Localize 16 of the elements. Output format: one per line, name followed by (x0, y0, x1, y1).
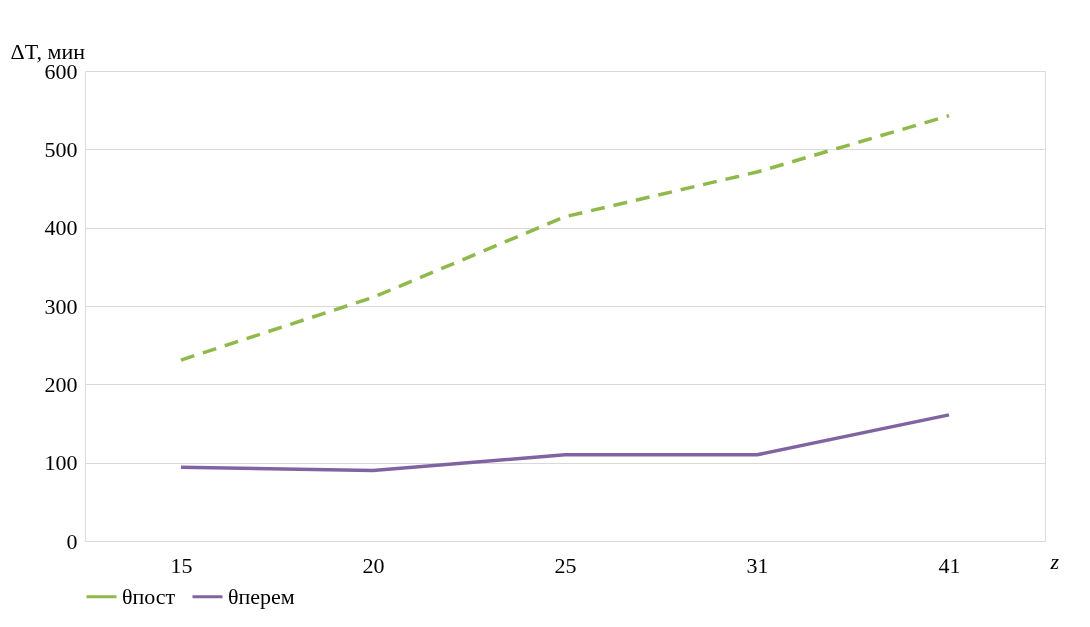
y-tick-label: 0 (66, 528, 78, 554)
y-tick-label: 100 (44, 450, 78, 476)
legend-label: θперем (228, 583, 295, 609)
legend-label: θпост (122, 583, 176, 609)
x-axis-title: z (1049, 548, 1060, 574)
x-tick-label: 20 (362, 552, 385, 578)
y-tick-label: 200 (44, 371, 78, 397)
line-series (179, 413, 951, 473)
x-tick-label: 41 (938, 552, 961, 578)
y-tick-label: 300 (44, 293, 78, 319)
line-series (179, 113, 951, 362)
x-tick-label: 25 (554, 552, 577, 578)
y-tick-label: 500 (44, 136, 78, 162)
y-tick-label: 400 (44, 215, 78, 241)
x-tick-label: 15 (170, 552, 193, 578)
x-tick-label: 31 (746, 552, 769, 578)
